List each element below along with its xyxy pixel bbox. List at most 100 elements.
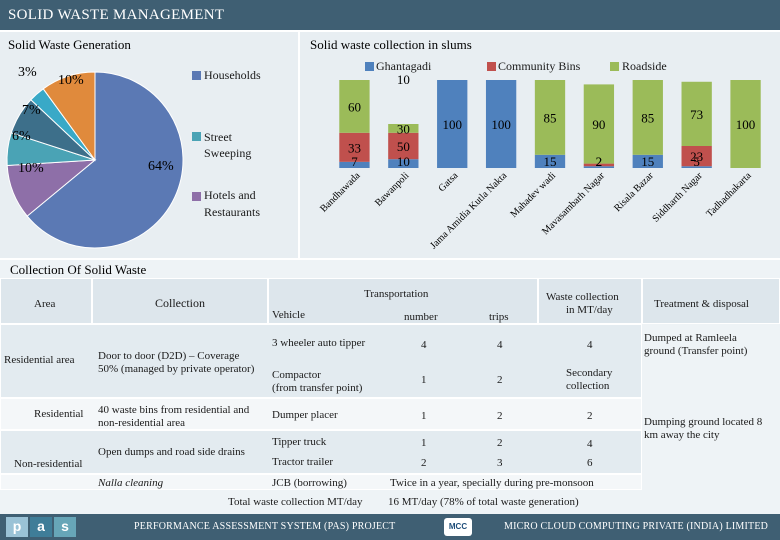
header-mt-2: in MT/day — [566, 304, 613, 316]
header-area: Area — [34, 298, 56, 310]
bar-2-0 — [339, 80, 370, 133]
mt-compactor-2: collection — [566, 380, 610, 392]
bar-0-7 — [681, 166, 712, 168]
bar-2-5 — [583, 84, 615, 164]
mcc-logo: MCC — [444, 518, 472, 536]
header-transportation: Transportation — [364, 288, 429, 300]
category-label-7: Siddharth Nagar — [650, 170, 705, 225]
bar-label-0-7: 5 — [693, 154, 700, 169]
legend-roadside: Roadside — [622, 59, 667, 73]
trips-compactor: 2 — [497, 374, 503, 386]
bar-2-1 — [388, 124, 419, 133]
bar-1-1 — [388, 132, 419, 160]
trips-dumper: 2 — [497, 410, 503, 422]
pie-slice-5 — [42, 71, 96, 162]
bar-label-0-3: 100 — [491, 117, 511, 132]
bar-label-0-0: 7 — [351, 154, 358, 169]
bar-label-0-2: 100 — [442, 117, 462, 132]
bar-0-5 — [583, 166, 615, 168]
collection-d2d-1: Door to door (D2D) – Coverage — [98, 350, 240, 362]
mt-tractor: 6 — [587, 457, 593, 469]
header-collection: Collection — [155, 296, 205, 310]
vehicle-jcb: JCB (borrowing) — [272, 477, 347, 489]
mt-dumper: 2 — [587, 410, 593, 422]
legend-street-swatch — [192, 132, 201, 141]
bar-0-6 — [632, 154, 663, 168]
bar-2-8 — [730, 80, 761, 168]
mt-auto-tipper: 4 — [587, 339, 593, 351]
footer-right-text: MICRO CLOUD COMPUTING PRIVATE (INDIA) LI… — [504, 521, 769, 532]
bar-label-2-6: 85 — [641, 110, 654, 125]
collection-nalla: Nalla cleaning — [98, 477, 164, 489]
bar-extra-label: 10 — [397, 72, 410, 87]
category-label-8: Tadhadhakarta — [704, 170, 754, 220]
collection-open-dumps: Open dumps and road side drains — [98, 446, 245, 458]
header-collection-cell — [92, 278, 268, 324]
generation-pie-chart: 64% 10% 6% 7% 3% 10% — [6, 65, 184, 249]
trips-tipper-truck: 2 — [497, 437, 503, 449]
pas-logo-p: p — [6, 517, 28, 537]
pie-label-2: 6% — [12, 129, 31, 144]
pie-label-5: 10% — [58, 73, 84, 88]
header-transport-cell — [268, 278, 538, 324]
bar-label-1-1: 50 — [397, 139, 410, 154]
legend-households: Households — [204, 68, 261, 82]
bar-1-5 — [583, 163, 615, 167]
legend-hotels-swatch — [192, 192, 201, 201]
mt-tipper-truck: 4 — [587, 438, 593, 450]
legend-community: Community Bins — [498, 59, 581, 73]
treatment-2-b: km away the city — [644, 429, 720, 441]
total-value: 16 MT/day (78% of total waste generation… — [388, 496, 579, 508]
category-label-0: Bandhawada — [318, 170, 363, 215]
pie-label-1: 10% — [18, 161, 44, 176]
footer: p a s PERFORMANCE ASSESSMENT SYSTEM (PAS… — [0, 514, 780, 540]
trips-auto-tipper: 4 — [497, 339, 503, 351]
collection-bins-2: non-residential area — [98, 417, 186, 429]
header-treatment-cell — [642, 278, 780, 324]
legend-street-2: Sweeping — [204, 146, 252, 160]
category-label-4: Mahadev wadi — [509, 170, 559, 220]
bar-label-2-0: 60 — [348, 99, 361, 114]
row-nonres-band — [0, 430, 642, 474]
bar-label-2-5: 90 — [592, 117, 605, 132]
bar-0-0 — [339, 161, 370, 168]
pie-label-0: 64% — [148, 159, 174, 174]
bar-label-0-6: 15 — [641, 154, 654, 169]
vehicle-compactor-1: Compactor — [272, 369, 321, 381]
treatment-1-a: Dumped at Ramleela — [644, 332, 737, 344]
number-compactor: 1 — [421, 374, 427, 386]
category-label-2: Gatsa — [436, 170, 460, 194]
legend-street-1: Street — [204, 130, 232, 144]
vehicle-auto-tipper: 3 wheeler auto tipper — [272, 337, 366, 349]
category-label-1: Bawanpoli — [373, 170, 412, 209]
pie-label-3: 7% — [22, 103, 41, 118]
bar-label-1-0: 33 — [348, 140, 361, 155]
pas-logo-a: a — [30, 517, 52, 537]
bar-label-0-1: 10 — [397, 154, 410, 169]
area-residential: Residential area — [4, 354, 75, 366]
nalla-note: Twice in a year, specially during pre-mo… — [390, 477, 594, 489]
pie-label-4: 3% — [18, 65, 37, 80]
pas-logo-s: s — [54, 517, 76, 537]
bar-0-1 — [388, 159, 419, 168]
generation-title: Solid Waste Generation — [8, 37, 131, 52]
bar-label-2-4: 85 — [544, 110, 557, 125]
trips-tractor: 3 — [497, 457, 503, 469]
area-nonresidential: Non-residential — [14, 458, 83, 470]
legend-households-swatch — [192, 71, 201, 80]
bar-2-7 — [681, 81, 712, 146]
bar-label-2-8: 100 — [736, 117, 756, 132]
legend-hotels-2: Restaurants — [204, 205, 260, 219]
page-header: SOLID WASTE MANAGEMENT — [0, 0, 780, 30]
collection-table: Area Collection Transportation Vehicle n… — [0, 278, 780, 514]
legend-community-swatch — [487, 62, 496, 71]
slums-title: Solid waste collection in slums — [310, 37, 472, 52]
bar-0-2 — [437, 80, 468, 168]
bar-2-6 — [632, 80, 663, 155]
pas-logo: p a s — [6, 517, 78, 537]
collection-d2d-2: 50% (managed by private operator) — [98, 363, 255, 375]
legend-hotels-1: Hotels and — [204, 188, 256, 202]
mt-compactor-1: Secondary — [566, 367, 613, 379]
pie-slice-0 — [26, 71, 184, 249]
bar-label-1-7: 23 — [690, 149, 703, 164]
